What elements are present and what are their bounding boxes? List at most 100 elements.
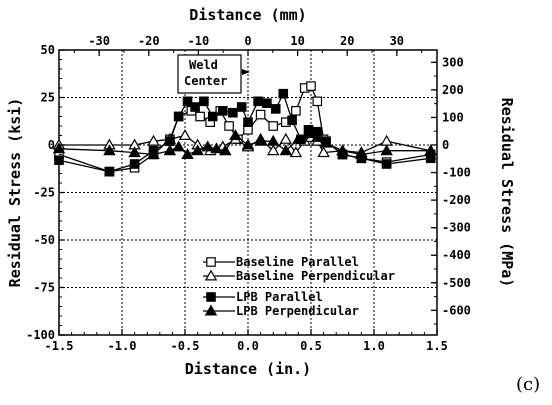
x-tick-label-bottom: 0.5 (300, 339, 322, 353)
x-tick-label-bottom: -0.5 (171, 339, 200, 353)
data-point (199, 96, 209, 107)
data-point (182, 96, 193, 107)
series-layer (52, 81, 437, 177)
data-point (279, 144, 293, 156)
x-tick-label-top: 30 (390, 34, 404, 48)
y-tick-label-left: -100 (26, 328, 55, 342)
data-point (104, 166, 115, 177)
data-point (355, 148, 368, 159)
data-point (201, 140, 214, 152)
y-tick-label-right: 100 (442, 110, 464, 124)
data-point (54, 155, 64, 165)
data-point (380, 144, 393, 156)
data-point (218, 105, 228, 116)
legend-item: Baseline Parallel (203, 255, 359, 269)
x-tick-label-bottom: 1.0 (363, 339, 385, 353)
x-axis-title-top: Distance (mm) (189, 6, 306, 24)
data-point (165, 136, 175, 146)
data-point (381, 159, 392, 169)
tick-layer: -1.5 -1.0 -0.5 0.0 0.5 1.0 1.5-30 -20 -10 0 10 20 30… (26, 34, 471, 353)
data-point (207, 111, 218, 122)
annotation-line-2: Center (184, 74, 227, 88)
data-point (291, 105, 301, 116)
y-tick-label-left: -75 (33, 281, 55, 295)
x-tick-label-top: -20 (138, 34, 160, 48)
data-point (312, 96, 323, 107)
x-tick-label-top: -30 (88, 34, 110, 48)
data-point (289, 146, 303, 158)
y-tick-label-right: -300 (442, 221, 471, 235)
data-point (147, 134, 160, 146)
y-tick-label-left: -50 (33, 233, 55, 247)
data-point (270, 104, 281, 114)
legend-label: Baseline Parallel (236, 255, 359, 269)
data-point (266, 144, 280, 156)
legend-label: LPB Parallel (236, 290, 323, 304)
y-tick-label-right: 300 (442, 55, 464, 69)
y-axis-title-right: Residual Stress (MPa) (498, 98, 516, 288)
data-point (210, 142, 223, 154)
data-point (181, 148, 194, 159)
data-point (219, 144, 232, 156)
data-point (241, 138, 255, 150)
x-tick-label-bottom: 0.0 (237, 339, 259, 353)
data-point (243, 117, 253, 127)
x-tick-label-top: 0 (244, 34, 251, 48)
x-tick-label-bottom: 1.5 (426, 339, 448, 353)
y-tick-label-right: -100 (442, 166, 471, 180)
y-tick-label-left: -25 (33, 186, 55, 200)
y-axis-title-left: Residual Stress (ksi) (6, 98, 24, 288)
legend-marker (204, 304, 218, 316)
legend-marker (206, 257, 216, 267)
series-lpb-perpendicular (52, 127, 437, 159)
data-point (236, 102, 247, 112)
data-point (336, 144, 349, 156)
data-point (424, 144, 437, 156)
legend-marker-shape (204, 269, 218, 281)
y-tick-label-right: 0 (442, 138, 449, 152)
data-point (103, 144, 116, 156)
data-point (229, 129, 242, 140)
data-point (147, 148, 160, 159)
data-point (266, 134, 280, 146)
legend-label: Baseline Perpendicular (236, 269, 395, 283)
data-point (380, 134, 393, 146)
legend-label: LPB Perpendicular (236, 304, 359, 318)
data-point (302, 127, 315, 139)
y-tick-label-right: -600 (442, 303, 471, 317)
weld-center-annotation: Weld Center (177, 54, 250, 94)
data-point (228, 107, 238, 118)
legend-item: LPB Perpendicular (203, 304, 359, 318)
data-point (190, 102, 200, 112)
legend-marker-shape (206, 292, 216, 302)
data-point (306, 81, 316, 91)
data-point (425, 153, 436, 164)
data-point (173, 111, 184, 122)
data-point (163, 144, 177, 156)
data-point (311, 130, 324, 142)
data-point (287, 115, 297, 126)
data-point (255, 109, 266, 120)
legend-marker (204, 269, 218, 281)
data-point (52, 142, 66, 154)
data-point (254, 134, 267, 146)
y-tick-label-left: 25 (41, 91, 55, 105)
y-tick-label-right: -200 (442, 193, 471, 207)
x-tick-label-bottom: -1.0 (108, 339, 137, 353)
legend: Baseline Parallel Baseline Perpendicular… (203, 255, 395, 318)
x-tick-label-top: 20 (340, 34, 354, 48)
data-point (129, 159, 140, 169)
annotation-arrowhead (242, 69, 250, 75)
x-tick-label-top: -10 (188, 34, 210, 48)
data-point (292, 132, 305, 144)
data-point (278, 88, 289, 99)
data-point (268, 121, 278, 131)
y-tick-label-right: -400 (442, 248, 471, 262)
data-point (224, 121, 234, 131)
y-tick-label-right: -500 (442, 276, 471, 290)
y-tick-label-left: 0 (48, 138, 55, 152)
data-point (319, 136, 333, 148)
x-tick-label-bottom: -1.5 (45, 339, 74, 353)
annotation-box (177, 54, 242, 94)
